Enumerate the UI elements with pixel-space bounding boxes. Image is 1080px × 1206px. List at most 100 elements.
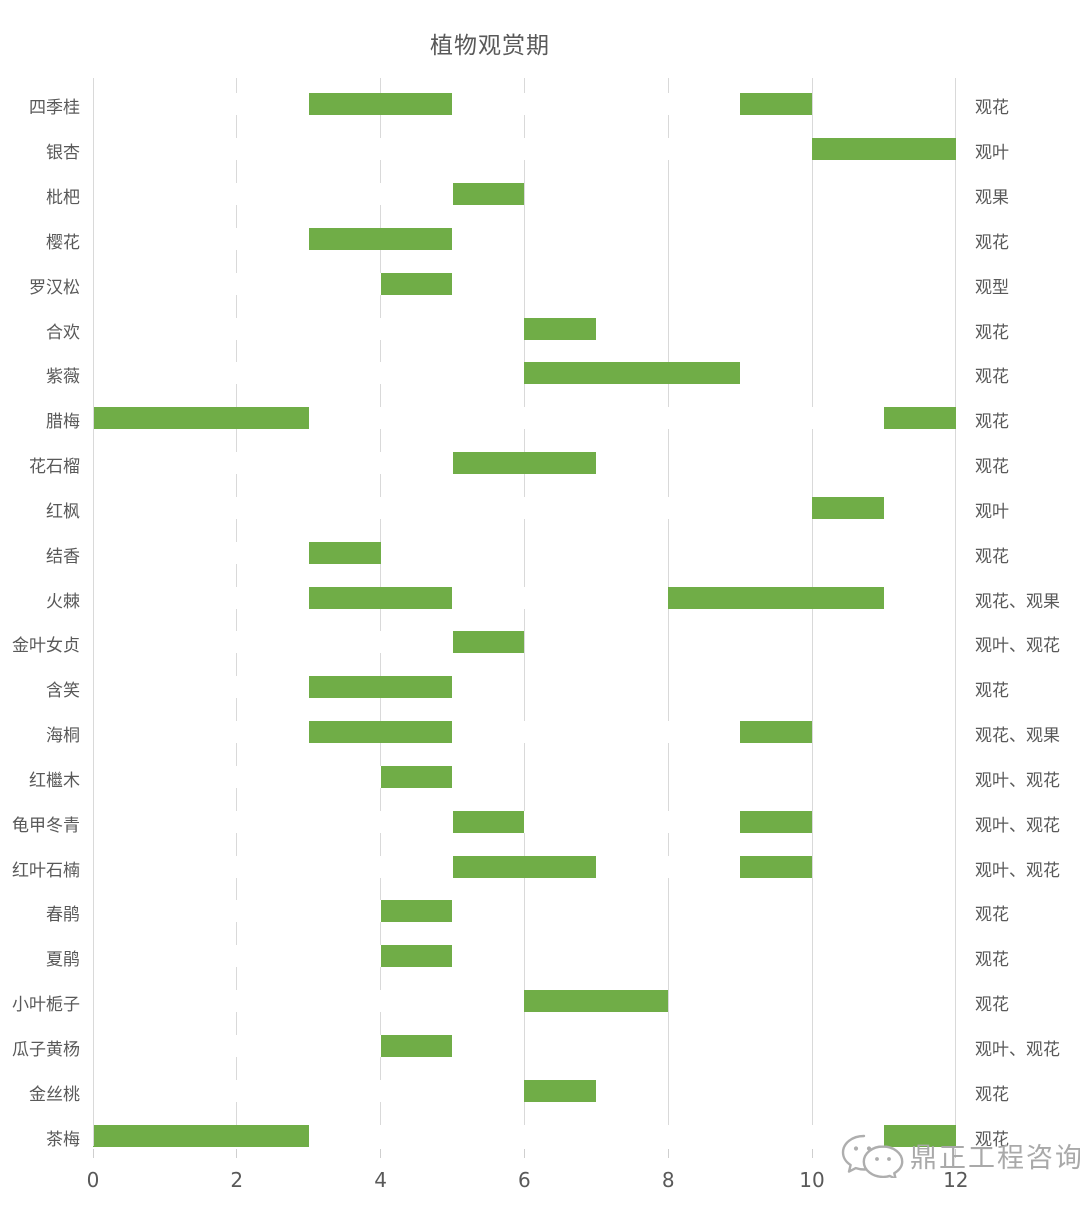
gridline-month-12 <box>955 78 957 1146</box>
row-filler <box>93 676 309 699</box>
row-filler <box>524 810 741 833</box>
period-bar-茶梅-1 <box>883 1124 956 1147</box>
row-category-紫薇: 观花 <box>975 367 1009 388</box>
row-label-茶梅: 茶梅 <box>46 1129 80 1150</box>
row-filler <box>93 810 453 833</box>
row-filler <box>452 586 669 609</box>
row-category-龟甲冬青: 观叶、观花 <box>975 815 1060 836</box>
row-category-金丝桃: 观花 <box>975 1084 1009 1105</box>
row-category-红枫: 观叶 <box>975 501 1009 522</box>
row-category-火棘: 观花、观果 <box>975 591 1060 612</box>
axis-tick-8 <box>667 1149 669 1158</box>
period-bar-小叶栀子-0 <box>524 990 669 1012</box>
period-bar-夏鹃-0 <box>380 945 453 968</box>
period-bar-龟甲冬青-0 <box>452 810 525 833</box>
row-filler <box>93 452 453 475</box>
row-filler <box>93 227 309 250</box>
period-bar-火棘-1 <box>668 586 884 609</box>
row-filler <box>93 721 309 743</box>
watermark-text: 鼎正工程咨询 <box>910 1142 1080 1174</box>
axis-tick-label-10: 10 <box>799 1168 825 1192</box>
row-label-枇杷: 枇杷 <box>46 188 80 209</box>
row-category-春鹃: 观花 <box>975 905 1009 926</box>
row-filler <box>93 272 381 295</box>
row-label-花石榴: 花石榴 <box>29 457 80 478</box>
row-filler <box>93 631 453 654</box>
row-label-火棘: 火棘 <box>46 591 80 612</box>
row-filler <box>596 855 741 878</box>
period-bar-红檵木-0 <box>380 765 453 788</box>
row-category-合欢: 观花 <box>975 322 1009 343</box>
row-category-海桐: 观花、观果 <box>975 726 1060 746</box>
period-bar-四季桂-0 <box>308 93 453 116</box>
row-label-银杏: 银杏 <box>46 143 80 164</box>
period-bar-罗汉松-0 <box>380 272 453 295</box>
row-category-枇杷: 观果 <box>975 188 1009 209</box>
axis-tick-10 <box>811 1149 813 1158</box>
row-category-红叶石楠: 观叶、观花 <box>975 860 1060 881</box>
row-category-花石榴: 观花 <box>975 457 1009 478</box>
row-category-茶梅: 观花 <box>975 1129 1009 1150</box>
row-filler <box>308 407 884 430</box>
row-category-金叶女贞: 观叶、观花 <box>975 636 1060 657</box>
row-category-红檵木: 观叶、观花 <box>975 770 1060 791</box>
gridline-month-0 <box>92 78 94 1146</box>
period-bar-银杏-0 <box>812 138 956 161</box>
row-filler <box>93 93 309 116</box>
period-bar-红叶石楠-1 <box>740 855 812 878</box>
period-bar-海桐-1 <box>740 721 812 743</box>
period-bar-紫薇-0 <box>524 362 741 385</box>
row-label-金叶女贞: 金叶女贞 <box>12 636 80 657</box>
row-label-结香: 结香 <box>46 546 80 567</box>
row-filler <box>93 1079 525 1102</box>
row-label-红枫: 红枫 <box>46 501 80 522</box>
row-label-合欢: 合欢 <box>46 322 80 343</box>
row-category-四季桂: 观花 <box>975 98 1009 119</box>
gridline-month-8 <box>667 78 669 1146</box>
row-label-红檵木: 红檵木 <box>29 770 80 791</box>
row-filler <box>93 990 525 1012</box>
axis-tick-0 <box>92 1149 94 1158</box>
period-bar-红枫-0 <box>812 496 884 519</box>
period-bar-合欢-0 <box>524 317 597 340</box>
gridline-month-10 <box>811 78 813 1146</box>
period-bar-金丝桃-0 <box>524 1079 597 1102</box>
row-filler <box>93 138 812 161</box>
row-category-腊梅: 观花 <box>975 412 1009 433</box>
row-filler <box>93 855 453 878</box>
period-bar-四季桂-1 <box>740 93 812 116</box>
period-bar-樱花-0 <box>308 227 453 250</box>
period-bar-海桐-0 <box>308 721 453 743</box>
period-bar-春鹃-0 <box>380 900 453 923</box>
axis-tick-label-0: 0 <box>86 1168 100 1192</box>
row-category-罗汉松: 观型 <box>975 277 1009 298</box>
row-label-海桐: 海桐 <box>46 726 80 746</box>
row-category-结香: 观花 <box>975 546 1009 567</box>
gridline-month-4 <box>380 78 382 1146</box>
axis-tick-label-12: 12 <box>943 1168 969 1192</box>
axis-tick-label-2: 2 <box>230 1168 244 1192</box>
row-label-小叶栀子: 小叶栀子 <box>12 995 80 1015</box>
row-label-龟甲冬青: 龟甲冬青 <box>12 815 80 836</box>
row-label-紫薇: 紫薇 <box>46 367 80 388</box>
row-filler <box>93 496 812 519</box>
period-bar-瓜子黄杨-0 <box>380 1034 453 1057</box>
row-filler <box>93 541 309 564</box>
period-bar-腊梅-1 <box>883 407 956 430</box>
row-filler <box>93 586 309 609</box>
period-bar-红叶石楠-0 <box>452 855 597 878</box>
row-category-夏鹃: 观花 <box>975 950 1009 971</box>
row-filler <box>93 362 525 385</box>
row-category-瓜子黄杨: 观叶、观花 <box>975 1039 1060 1060</box>
axis-tick-label-6: 6 <box>518 1168 531 1192</box>
row-filler <box>93 317 525 340</box>
row-category-樱花: 观花 <box>975 232 1009 253</box>
row-filler <box>93 1034 381 1057</box>
row-filler <box>93 183 453 206</box>
row-filler <box>93 765 381 788</box>
period-bar-腊梅-0 <box>93 407 309 430</box>
wechat-icon <box>841 1134 904 1178</box>
axis-tick-2 <box>236 1149 238 1158</box>
row-label-金丝桃: 金丝桃 <box>29 1084 80 1105</box>
